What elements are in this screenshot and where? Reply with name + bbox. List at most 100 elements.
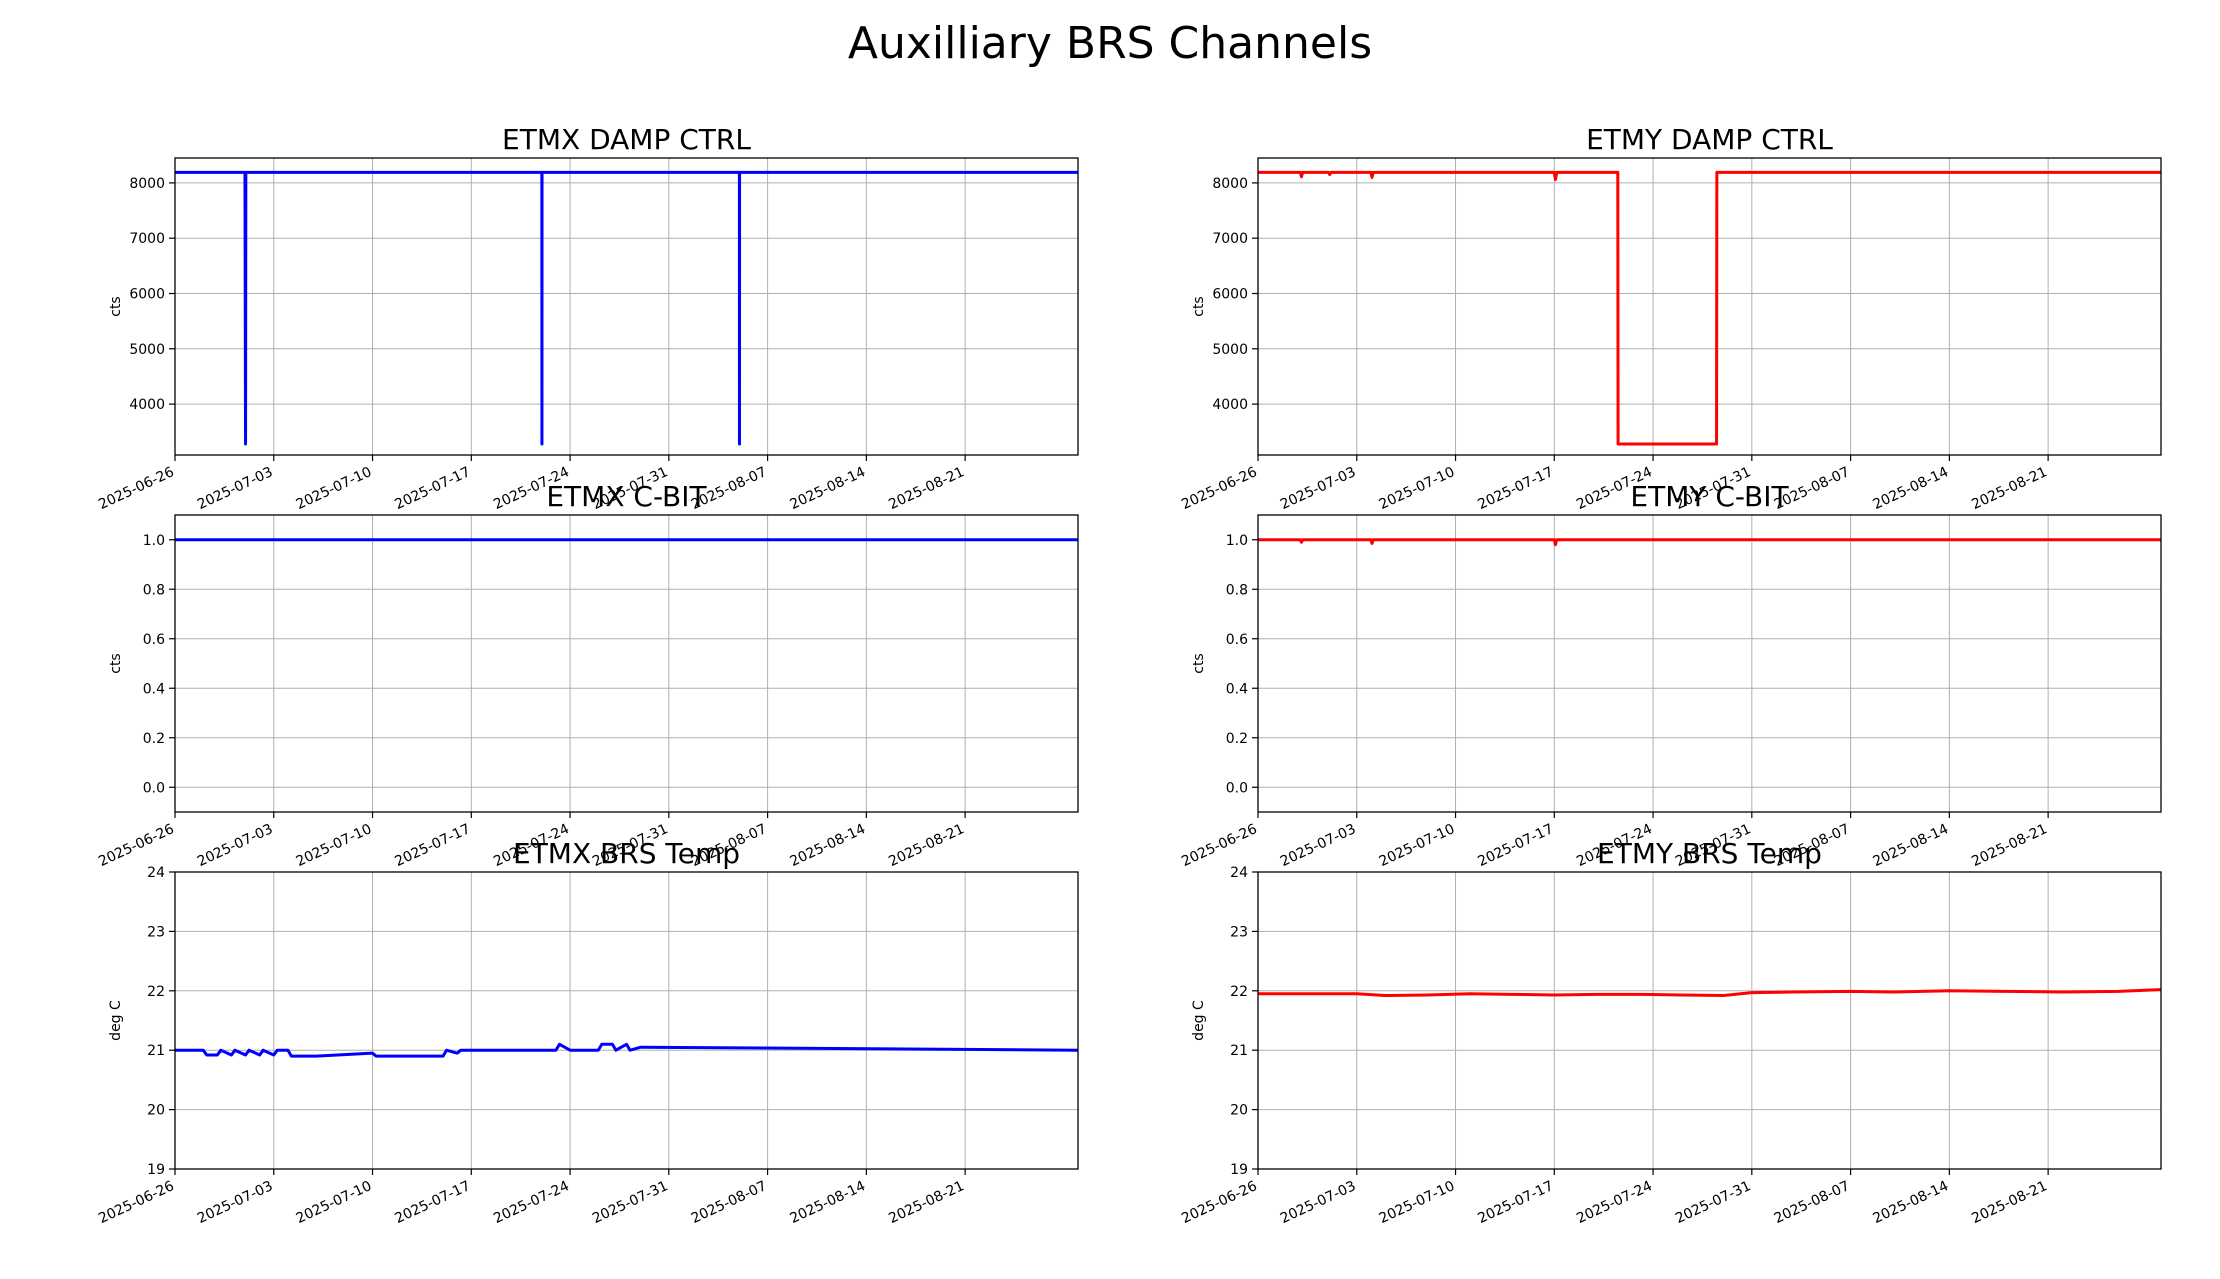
- x-tick-label: 2025-08-21: [1969, 821, 2050, 870]
- x-tick-label: 2025-07-17: [392, 821, 473, 870]
- y-tick-label: 0.8: [143, 582, 165, 598]
- x-tick-label: 2025-07-17: [1475, 1178, 1556, 1227]
- x-tick-label: 2025-07-03: [1278, 464, 1359, 513]
- y-tick-label: 8000: [1212, 176, 1248, 192]
- subplot-etmy-damp: 2025-06-26 2025-07-03 2025-07-10 2025-07-17…: [1179, 123, 2162, 513]
- series-line-etmx-temp: [175, 1042, 1078, 1058]
- y-tick-label: 7000: [129, 231, 165, 247]
- y-tick-label: 22: [1230, 984, 1248, 1000]
- x-tick-label: 2025-07-03: [1278, 821, 1359, 870]
- y-tick-label: 0.6: [1226, 632, 1248, 648]
- x-tick-label: 2025-08-14: [1871, 821, 1952, 870]
- x-tick-label: 2025-07-03: [195, 821, 276, 870]
- subplot-etmy-cbit: 2025-06-26 2025-07-03 2025-07-10 2025-07-17…: [1179, 480, 2162, 870]
- y-tick-label: 8000: [129, 176, 165, 192]
- y-axis-label: cts: [1191, 653, 1207, 673]
- x-tick-label: 2025-08-21: [886, 464, 967, 513]
- x-tick-label: 2025-07-03: [195, 464, 276, 513]
- axes-frame: [174, 514, 1079, 813]
- figure-title: Auxilliary BRS Channels: [847, 18, 1373, 69]
- subplot-title: ETMX BRS Temp: [513, 837, 740, 870]
- axes-frame: [174, 871, 1079, 1170]
- y-tick-label: 0.4: [143, 681, 165, 697]
- subplot-title: ETMY DAMP CTRL: [1586, 123, 1833, 156]
- x-tick-label: 2025-06-26: [96, 464, 177, 513]
- x-tick-label: 2025-07-10: [294, 821, 375, 870]
- x-tick-label: 2025-07-24: [1574, 1178, 1655, 1227]
- x-tick-label: 2025-07-10: [294, 1178, 375, 1227]
- series-line-etmy-temp: [1258, 988, 2161, 998]
- subplot-etmy-temp: 2025-06-26 2025-07-03 2025-07-10 2025-07-17…: [1179, 837, 2162, 1227]
- x-tick-label: 2025-08-07: [689, 1178, 770, 1227]
- y-tick-label: 21: [147, 1043, 165, 1059]
- y-tick-label: 24: [1230, 865, 1248, 881]
- y-tick-label: 0.8: [1226, 582, 1248, 598]
- y-tick-label: 19: [147, 1162, 165, 1178]
- y-tick-label: 4000: [129, 397, 165, 413]
- y-tick-label: 0.6: [143, 632, 165, 648]
- x-tick-label: 2025-07-10: [1377, 464, 1458, 513]
- x-tick-label: 2025-07-10: [294, 464, 375, 513]
- subplot-title: ETMX C-BIT: [546, 480, 707, 513]
- x-tick-label: 2025-06-26: [96, 821, 177, 870]
- x-tick-label: 2025-07-31: [590, 1178, 671, 1227]
- y-tick-label: 0.2: [1226, 731, 1248, 747]
- subplot-etmx-damp: 2025-06-26 2025-07-03 2025-07-10 2025-07-17…: [96, 123, 1079, 513]
- subplot-etmx-temp: 2025-06-26 2025-07-03 2025-07-10 2025-07-17…: [96, 837, 1079, 1227]
- x-tick-label: 2025-08-21: [1969, 464, 2050, 513]
- y-tick-label: 1.0: [1226, 533, 1248, 549]
- y-tick-label: 20: [1230, 1103, 1248, 1119]
- x-tick-label: 2025-07-17: [1475, 821, 1556, 870]
- axes-frame: [1257, 514, 2162, 813]
- series-line-etmx-damp: [175, 170, 1078, 446]
- y-tick-label: 5000: [129, 342, 165, 358]
- x-tick-label: 2025-07-03: [195, 1178, 276, 1227]
- y-tick-label: 22: [147, 984, 165, 1000]
- y-axis-label: deg C: [108, 1000, 124, 1041]
- x-tick-label: 2025-07-17: [392, 1178, 473, 1227]
- y-tick-label: 19: [1230, 1162, 1248, 1178]
- x-tick-label: 2025-06-26: [1179, 1178, 1260, 1227]
- x-tick-label: 2025-08-14: [1871, 1178, 1952, 1227]
- y-tick-label: 21: [1230, 1043, 1248, 1059]
- x-tick-label: 2025-06-26: [1179, 464, 1260, 513]
- y-tick-label: 24: [147, 865, 165, 881]
- y-tick-label: 20: [147, 1103, 165, 1119]
- y-tick-label: 23: [147, 924, 165, 940]
- x-tick-label: 2025-07-03: [1278, 1178, 1359, 1227]
- x-tick-label: 2025-07-17: [392, 464, 473, 513]
- y-axis-label: cts: [108, 296, 124, 316]
- x-tick-label: 2025-08-21: [886, 1178, 967, 1227]
- y-tick-label: 6000: [1212, 287, 1248, 303]
- series-line-etmy-cbit: [1258, 538, 2161, 547]
- subplot-title: ETMX DAMP CTRL: [502, 123, 751, 156]
- y-tick-label: 7000: [1212, 231, 1248, 247]
- x-tick-label: 2025-07-24: [491, 1178, 572, 1227]
- x-tick-label: 2025-08-14: [788, 464, 869, 513]
- axes-frame: [1257, 871, 2162, 1170]
- subplot-title: ETMY C-BIT: [1630, 480, 1789, 513]
- subplot-title: ETMY BRS Temp: [1597, 837, 1822, 870]
- x-tick-label: 2025-06-26: [1179, 821, 1260, 870]
- x-tick-label: 2025-08-14: [788, 1178, 869, 1227]
- y-tick-label: 1.0: [143, 533, 165, 549]
- y-tick-label: 23: [1230, 924, 1248, 940]
- x-tick-label: 2025-08-21: [1969, 1178, 2050, 1227]
- y-axis-label: cts: [1191, 296, 1207, 316]
- x-tick-label: 2025-08-07: [1772, 1178, 1853, 1227]
- y-axis-label: cts: [108, 653, 124, 673]
- x-tick-label: 2025-08-21: [886, 821, 967, 870]
- y-tick-label: 0.2: [143, 731, 165, 747]
- x-tick-label: 2025-07-10: [1377, 821, 1458, 870]
- x-tick-label: 2025-08-14: [1871, 464, 1952, 513]
- y-tick-label: 0.4: [1226, 681, 1248, 697]
- x-tick-label: 2025-07-10: [1377, 1178, 1458, 1227]
- y-tick-label: 4000: [1212, 397, 1248, 413]
- y-tick-label: 0.0: [143, 780, 165, 796]
- y-axis-label: deg C: [1191, 1000, 1207, 1041]
- y-tick-label: 5000: [1212, 342, 1248, 358]
- axes-frame: [174, 157, 1079, 456]
- y-tick-label: 0.0: [1226, 780, 1248, 796]
